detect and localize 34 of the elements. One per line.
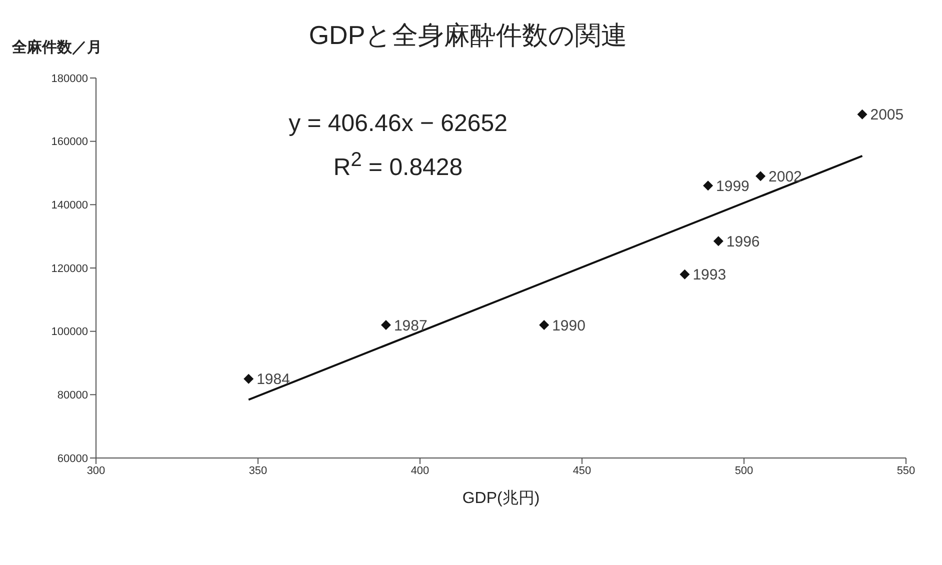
x-tick-label: 550 (896, 464, 916, 477)
x-tick-label: 300 (86, 464, 106, 477)
y-tick-label: 100000 (51, 326, 88, 338)
annotation: 1993 (692, 266, 726, 284)
y-tick-label: 140000 (51, 200, 88, 212)
annotation: 1984 (256, 371, 290, 388)
annotation: 1990 (552, 317, 586, 334)
point (680, 269, 690, 280)
annotation: 1987 (394, 317, 428, 334)
y-tick-label: 180000 (51, 72, 88, 85)
y-tick-label: 80000 (57, 390, 88, 402)
point (756, 171, 766, 182)
point (380, 320, 391, 330)
x-tick-label: 500 (734, 464, 754, 477)
point (857, 109, 868, 120)
annotation: 1999 (716, 178, 750, 195)
x-tick-label: 350 (248, 464, 268, 477)
annotation: R$^{2}$ = 0.8428 (332, 148, 464, 183)
annotation: 2002 (768, 168, 802, 186)
x-tick-label: 450 (572, 464, 592, 477)
y-tick-label: 60000 (57, 452, 88, 465)
chart-title: GDPと全身麻酔件数の関連 (308, 20, 628, 50)
point (713, 236, 724, 246)
annotation: 1996 (726, 233, 760, 250)
annotation: y = 406.46x − 62652 (288, 109, 508, 139)
x-axis-title: GDP(兆円) (462, 489, 540, 507)
x-tick-label: 400 (410, 464, 430, 477)
point (539, 320, 550, 330)
point (703, 180, 714, 191)
y-axis-title: 全麻件数／月 (12, 38, 102, 57)
point (244, 374, 254, 384)
annotation: 2005 (870, 106, 904, 124)
y-tick-label: 120000 (51, 262, 88, 275)
y-tick-label: 160000 (51, 136, 88, 148)
